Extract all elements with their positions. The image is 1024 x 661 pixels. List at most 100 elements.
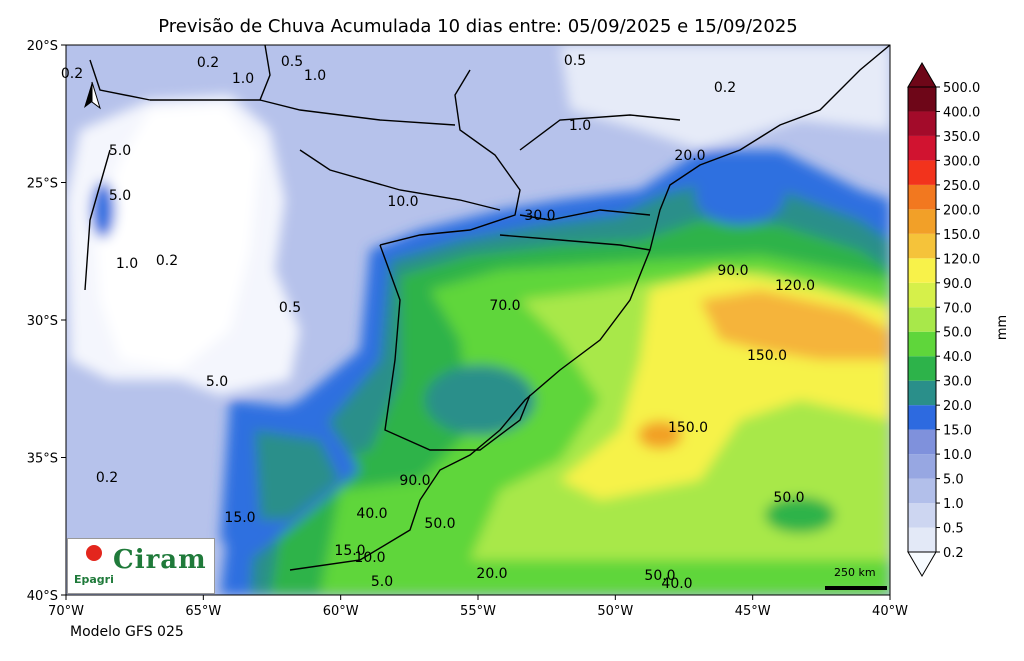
lon-tick-label: 50°W: [597, 604, 633, 619]
contour-label: 120.0: [775, 278, 815, 294]
colorbar-bin: [908, 184, 936, 210]
contour-label: 0.2: [197, 55, 219, 71]
contour-label: 150.0: [747, 348, 787, 364]
contour-label: 20.0: [674, 148, 705, 164]
contour-label: 0.2: [156, 253, 178, 269]
logo-sun-icon: [86, 545, 102, 561]
contour-label: 50.0: [424, 516, 455, 532]
contour-label: 15.0: [334, 543, 365, 559]
contour-label: 15.0: [224, 510, 255, 526]
colorbar-max-arrow: [907, 62, 937, 88]
contour-label: 40.0: [661, 576, 692, 592]
colorbar-bin: [908, 135, 936, 161]
colorbar-bin: [908, 307, 936, 332]
latitude-axis: 20°S 25°S 30°S 35°S 40°S: [27, 39, 66, 604]
colorbar-bin: [908, 282, 936, 308]
lon-tick-label: 70°W: [48, 604, 84, 619]
colorbar-unit: mm: [995, 314, 1011, 341]
colorbar-tick-label: 200.0: [943, 203, 980, 218]
lat-tick-label: 35°S: [27, 452, 58, 467]
ciram-logo: Ciram Epagri: [67, 538, 215, 594]
contour-label: 5.0: [109, 143, 131, 159]
contour-label: 90.0: [399, 473, 430, 489]
contour-label: 50.0: [773, 490, 804, 506]
colorbar-bin: [908, 233, 936, 259]
colorbar-bin: [908, 380, 936, 406]
colorbar-tick-label: 300.0: [943, 154, 980, 169]
contour-label: 50.0: [644, 568, 675, 584]
colorbar-tick-label: 250.0: [943, 179, 980, 194]
colorbar-tick-label: 150.0: [943, 228, 980, 243]
colorbar-bin: [908, 209, 936, 234]
scale-bar: [825, 586, 887, 590]
logo-org: Epagri: [74, 573, 114, 586]
contour-label: 30.0: [524, 208, 555, 224]
colorbar-tick-label: 20.0: [943, 399, 972, 414]
contour-label: 0.2: [96, 470, 118, 486]
colorbar-tick-label: 350.0: [943, 130, 980, 145]
colorbar-tick-label: 120.0: [943, 252, 980, 267]
colorbar-bin: [908, 87, 936, 112]
colorbar-tick-label: 70.0: [943, 301, 972, 316]
colorbar-tick-label: 400.0: [943, 105, 980, 120]
colorbar-tick-label: 10.0: [943, 448, 972, 463]
colorbar-tick-label: 0.2: [943, 546, 964, 561]
contour-label: 1.0: [304, 68, 326, 84]
chart-title: Previsão de Chuva Acumulada 10 dias entr…: [158, 16, 798, 37]
colorbar-bin: [908, 356, 936, 381]
contour-label: 5.0: [371, 574, 393, 590]
colorbar-tick-label: 500.0: [943, 81, 980, 96]
lat-tick-label: 30°S: [27, 314, 58, 329]
contour-label: 0.5: [564, 53, 586, 69]
colorbar-bin: [908, 111, 936, 136]
lon-tick-label: 40°W: [872, 604, 908, 619]
contour-label: 1.0: [116, 256, 138, 272]
colorbar-tick-label: 50.0: [943, 326, 972, 341]
north-arrow-icon: [84, 81, 101, 110]
lon-tick-label: 60°W: [323, 604, 359, 619]
colorbar-bin: [908, 503, 936, 528]
contour-label: 5.0: [109, 188, 131, 204]
colorbar-bin: [908, 160, 936, 185]
colorbar-bin: [908, 478, 936, 504]
colorbar-bin: [908, 258, 936, 283]
contour-label: 20.0: [476, 566, 507, 582]
contour-label: 0.2: [61, 66, 83, 82]
lon-tick-label: 45°W: [735, 604, 771, 619]
contour-label: 70.0: [489, 298, 520, 314]
contour-labels: 0.2 1.00.50.2 0.50.21.010.020.030.090.0120…: [61, 53, 815, 592]
colorbar-tick-label: 15.0: [943, 424, 972, 439]
colorbar-frame: [907, 86, 937, 553]
colorbar: 0.2 0.5 1.0 5.0 10.0 15.0 20.0 30.0 40.0 50.0 70.0…: [907, 62, 980, 577]
longitude-axis: 70°W 65°W 60°W 55°W 50°W 45°W 40°W: [48, 595, 908, 619]
colorbar-bin: [908, 454, 936, 479]
lon-tick-label: 65°W: [185, 604, 221, 619]
lat-tick-label: 20°S: [27, 39, 58, 54]
contour-label: 1.0: [232, 71, 254, 87]
colorbar-tick-label: 0.5: [943, 522, 964, 537]
colorbar-tick-label: 30.0: [943, 375, 972, 390]
colorbar-tick-label: 5.0: [943, 473, 964, 488]
lat-tick-label: 25°S: [27, 177, 58, 192]
contour-label: 0.5: [279, 300, 301, 316]
contour-label: 0.2: [714, 80, 736, 96]
contour-label: 10.0: [387, 194, 418, 210]
contour-label: 0.5: [281, 54, 303, 70]
colorbar-tick-label: 90.0: [943, 277, 972, 292]
colorbar-tick-label: 40.0: [943, 350, 972, 365]
contour-label: 1.0: [569, 118, 591, 134]
scale-label: 250 km: [834, 566, 876, 579]
lon-tick-label: 55°W: [460, 604, 496, 619]
colorbar-bin: [908, 405, 936, 430]
colorbar-tick-label: 1.0: [943, 497, 964, 512]
logo-name: Ciram: [113, 545, 207, 575]
precipitation-field: [66, 45, 890, 595]
contour-label: 10.0: [354, 550, 385, 566]
borders: [84, 45, 890, 571]
colorbar-min-arrow: [907, 551, 937, 577]
contour-label: 5.0: [206, 374, 228, 390]
contour-label: 150.0: [668, 420, 708, 436]
colorbar-bin: [908, 331, 936, 357]
lat-tick-label: 40°S: [27, 589, 58, 604]
